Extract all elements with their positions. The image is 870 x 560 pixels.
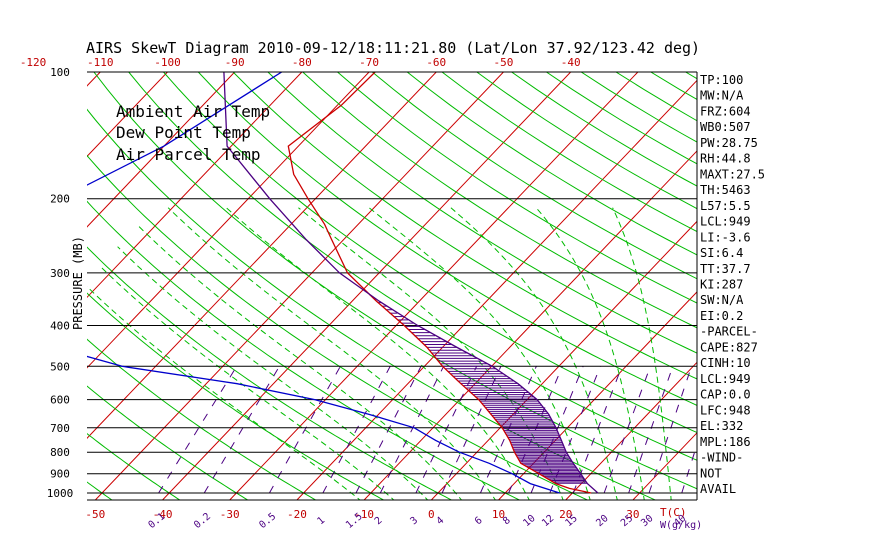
index-entry: PW:28.75 — [700, 136, 758, 150]
chart-title: AIRS SkewT Diagram 2010-09-12/18:11:21.8… — [86, 39, 700, 57]
index-entry: EI:0.2 — [700, 309, 743, 323]
temp-top-tick-label: -100 — [154, 56, 181, 69]
index-entry: TT:37.7 — [700, 262, 751, 276]
moist-adiabat — [369, 208, 591, 502]
temp-top-tick-label: -40 — [561, 56, 581, 69]
ambient-temp-line — [288, 72, 591, 493]
pressure-tick-label: 100 — [50, 66, 70, 79]
index-entry: MAXT:27.5 — [700, 167, 765, 181]
parcel-temp-line — [224, 72, 598, 493]
isotherm-line — [835, 72, 870, 500]
mixing-ratio-label: 12 — [540, 513, 556, 529]
dry-adiabat — [372, 72, 870, 502]
pressure-tick-label: 600 — [50, 394, 70, 407]
isotherm-line — [230, 72, 638, 500]
dry-adiabat — [303, 72, 870, 502]
temp-top-tick-label: -50 — [494, 56, 514, 69]
index-entry: KI:287 — [700, 277, 743, 291]
isotherm-line — [431, 72, 839, 500]
index-entry: TP:100 — [700, 73, 743, 87]
moist-adiabat — [85, 285, 362, 502]
dry-adiabat — [407, 72, 870, 502]
pressure-tick-label: 400 — [50, 319, 70, 332]
legend-parcel: Air Parcel Temp — [116, 145, 261, 164]
temp-bottom-tick-label: -20 — [287, 508, 307, 521]
index-entry: LI:-3.6 — [700, 230, 751, 244]
dry-adiabat — [338, 72, 870, 502]
moist-adiabat — [613, 208, 672, 502]
index-entry: EL:332 — [700, 419, 743, 433]
skewt-chart: AIRS SkewT Diagram 2010-09-12/18:11:21.8… — [0, 0, 870, 560]
temp-top-tick-label: -90 — [225, 56, 245, 69]
index-entry: CAP:0.0 — [700, 388, 751, 402]
mixing-ratio-label: 20 — [594, 513, 610, 529]
index-entry: LCL:949 — [700, 372, 751, 386]
dry-adiabat — [512, 72, 870, 502]
mixing-ratio-label: 30 — [639, 513, 655, 529]
mixing-ratio-label: 8 — [501, 515, 513, 527]
y-axis-title: PRESSURE (MB) — [71, 236, 85, 330]
index-entry: SI:6.4 — [700, 246, 743, 260]
index-entry: -PARCEL- — [700, 325, 758, 339]
index-entry: LFC:948 — [700, 403, 751, 417]
mixing-ratio-label: 3 — [408, 515, 420, 527]
index-entry: FRZ:604 — [700, 104, 751, 118]
pressure-tick-label: 200 — [50, 193, 70, 206]
mixing-ratio-label: 6 — [473, 515, 485, 527]
mixing-ratio-label: 2 — [373, 515, 385, 527]
isotherm-line — [0, 72, 33, 500]
isotherm-line — [767, 72, 870, 500]
index-entry: TH:5463 — [700, 183, 751, 197]
isotherm-line — [0, 72, 100, 500]
index-entry: MW:N/A — [700, 89, 744, 103]
mixing-ratio-label: 1 — [315, 515, 327, 527]
index-entry: L57:5.5 — [700, 199, 751, 213]
temp-bottom-tick-label: -50 — [85, 508, 105, 521]
pressure-tick-label: 300 — [50, 267, 70, 280]
temp-top-tick-label: -70 — [359, 56, 379, 69]
pressure-tick-label: 500 — [50, 360, 70, 373]
index-entry: RH:44.8 — [700, 152, 751, 166]
mixing-ratio-label: 0.2 — [192, 511, 213, 531]
legend-dewpoint: Dew Point Temp — [116, 123, 251, 142]
index-entry: CAPE:827 — [700, 340, 758, 354]
index-entry: NOT — [700, 466, 722, 480]
dry-adiabat — [651, 72, 870, 502]
index-entry: SW:N/A — [700, 293, 744, 307]
index-entry: LCL:949 — [700, 215, 751, 229]
pressure-tick-label: 800 — [50, 446, 70, 459]
pressure-tick-label: 900 — [50, 468, 70, 481]
mixing-ratio-label: 10 — [521, 513, 537, 529]
temp-top-tick-label: -110 — [87, 56, 114, 69]
legend-ambient: Ambient Air Temp — [116, 102, 270, 121]
dry-adiabat — [790, 72, 870, 502]
temp-top-tick-label: -80 — [292, 56, 312, 69]
index-entry: MPL:186 — [700, 435, 751, 449]
index-entry: CINH:10 — [700, 356, 751, 370]
index-entry: WB0:507 — [700, 120, 751, 134]
dry-adiabat — [755, 72, 870, 502]
temp-bottom-tick-label: -30 — [220, 508, 240, 521]
dry-adiabat — [442, 72, 870, 502]
mixing-ratio-label: 0.5 — [257, 511, 278, 531]
mixing-ratio-label: 4 — [435, 515, 447, 527]
temp-top-tick-label: -60 — [426, 56, 446, 69]
legend: Ambient Air Temp Dew Point Temp Air Parc… — [116, 102, 270, 164]
index-entry: AVAIL — [700, 482, 736, 496]
index-entry: -WIND- — [700, 451, 743, 465]
temp-top-tick-label: -120 — [20, 56, 47, 69]
pressure-tick-label: 1000 — [47, 487, 74, 500]
pressure-tick-label: 700 — [50, 422, 70, 435]
